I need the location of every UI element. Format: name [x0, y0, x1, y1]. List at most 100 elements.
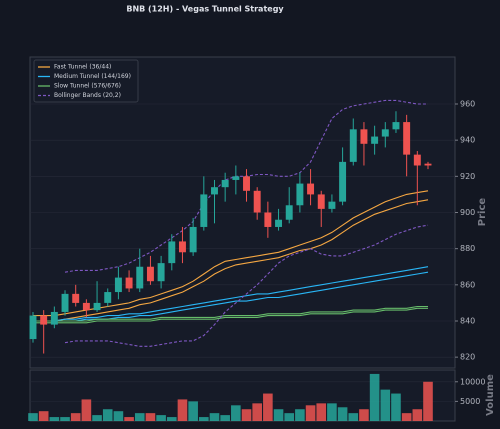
candle-body [125, 277, 133, 289]
y-tick-label: 820 [460, 353, 475, 362]
candle-body [146, 266, 154, 282]
candle-body [104, 292, 112, 303]
volume-bar [252, 403, 262, 421]
candle-body [61, 293, 69, 312]
candle-body [264, 212, 272, 227]
overlay-line [33, 307, 428, 324]
candle-body [381, 129, 389, 137]
volume-bar [188, 401, 198, 421]
candle-body [72, 293, 80, 303]
volume-bar [263, 393, 273, 421]
volume-bar [401, 413, 412, 421]
overlay-line [33, 266, 429, 322]
volume-bar [92, 415, 102, 421]
volume-bar [305, 405, 316, 421]
volume-bar [28, 413, 38, 421]
volume-bar [380, 389, 391, 421]
y-axis-label: Price [477, 198, 488, 227]
volume-bar [337, 407, 348, 421]
candle-body [136, 266, 144, 289]
volume-bar [284, 413, 295, 421]
candle-body [243, 176, 250, 191]
y-tick-label: 940 [460, 136, 475, 145]
volume-bar [60, 417, 70, 421]
candle-body [189, 226, 197, 253]
volume-bar [70, 413, 81, 421]
volume-bar [145, 413, 156, 421]
y-tick-label: 960 [460, 100, 475, 109]
candle-body [413, 154, 421, 166]
candle-body [296, 183, 304, 206]
volume-bar [102, 409, 113, 421]
candle-body [211, 187, 218, 195]
candle-body [328, 201, 336, 209]
volume-bar [273, 409, 284, 421]
candle-body [29, 315, 37, 340]
volume-bar [391, 393, 401, 421]
candle-body [93, 302, 101, 311]
volume-bar [316, 403, 327, 421]
candle-body [339, 161, 347, 202]
candle-body [253, 190, 261, 213]
volume-bar [231, 405, 241, 421]
y-tick-label: 900 [460, 208, 475, 217]
volume-bar [38, 411, 49, 421]
volume-bar [199, 417, 209, 421]
candle-body [221, 179, 229, 188]
volume-axis-label: Volume [485, 374, 496, 416]
candle-body [275, 219, 283, 227]
candle-body [424, 163, 432, 166]
volume-bar [81, 399, 92, 421]
volume-bar [327, 403, 337, 421]
chart-title: BNB (12H) - Vegas Tunnel Strategy [126, 5, 284, 14]
volume-bar [412, 409, 423, 421]
candle-body [317, 194, 325, 209]
candle-body [114, 277, 122, 293]
y-tick-label: 880 [460, 244, 475, 253]
volume-bar [220, 415, 230, 421]
volume-bar [113, 411, 124, 421]
candle-body [50, 311, 58, 325]
candle-body [178, 241, 186, 253]
candle-body [40, 315, 48, 325]
volume-bar [177, 399, 188, 421]
legend-box [33, 59, 139, 103]
volume-bar [134, 413, 145, 421]
volume-tick-label: 10000 [460, 377, 485, 386]
volume-bar [209, 413, 220, 421]
volume-bar [423, 381, 433, 421]
candle-body [392, 122, 400, 130]
y-tick-label: 860 [460, 280, 475, 289]
volume-bar [49, 417, 60, 421]
overlay-line [33, 199, 429, 322]
candle-body [200, 194, 208, 227]
y-tick-label: 840 [460, 316, 475, 325]
volume-bar [348, 413, 359, 421]
candle-body [285, 205, 293, 220]
legend-label: Medium Tunnel (144/169) [54, 73, 131, 80]
candle-body [157, 263, 165, 282]
candle-body [403, 122, 411, 155]
volume-bar [166, 417, 177, 421]
overlay-line [64, 224, 429, 347]
candle-body [360, 129, 368, 144]
legend-label: Fast Tunnel (36/44) [54, 64, 111, 71]
volume-bar [295, 409, 305, 421]
candle-body [82, 302, 90, 311]
volume-bar [241, 409, 252, 421]
candle-body [349, 129, 357, 162]
volume-tick-label: 5000 [460, 397, 480, 406]
candle-body [232, 176, 240, 180]
legend-label: Bollinger Bands (20,2) [54, 92, 121, 99]
candle-body [371, 136, 379, 144]
volume-bar [156, 415, 166, 421]
legend-label: Slow Tunnel (576/676) [54, 83, 121, 90]
candle-body [307, 183, 315, 195]
volume-bar [359, 409, 369, 421]
candle-body [168, 241, 176, 264]
volume-bar [124, 417, 134, 421]
volume-bar [369, 373, 380, 421]
overlay-line [33, 305, 428, 322]
y-tick-label: 920 [460, 172, 475, 181]
